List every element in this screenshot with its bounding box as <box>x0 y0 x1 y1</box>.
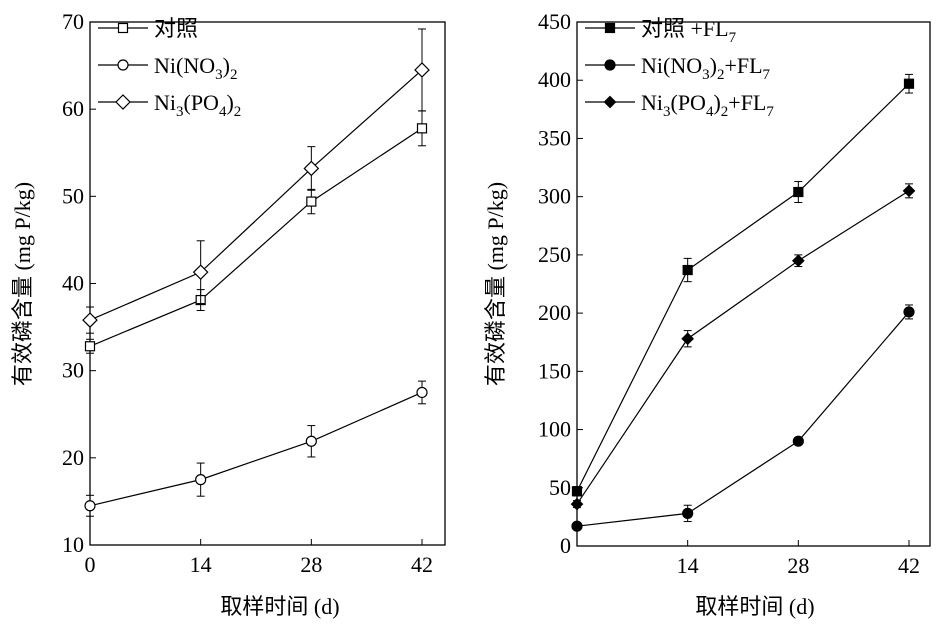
y-tick-label: 150 <box>538 358 571 383</box>
data-point <box>903 306 915 318</box>
x-tick-label: 42 <box>411 552 433 577</box>
y-tick-label: 40 <box>62 271 84 296</box>
left-y-axis-label: 有效磷含量 (mg P/kg) <box>10 182 35 386</box>
data-point <box>414 62 430 78</box>
x-tick-label: 0 <box>85 552 96 577</box>
series-line <box>576 190 910 505</box>
x-tick-label: 14 <box>190 552 212 577</box>
legend-label: 对照 +FL7 <box>641 16 737 46</box>
data-point <box>192 264 209 281</box>
data-point <box>305 435 317 447</box>
y-tick-label: 300 <box>538 184 571 209</box>
data-point <box>793 186 804 198</box>
x-tick-label: 28 <box>300 552 322 577</box>
y-tick-label: 20 <box>62 445 84 470</box>
legend-label: Ni3(PO4)2+FL7 <box>641 90 774 120</box>
y-tick-label: 60 <box>62 96 84 121</box>
data-point <box>416 123 428 134</box>
data-point <box>570 497 584 511</box>
y-tick-label: 250 <box>538 242 571 267</box>
y-tick-label: 10 <box>62 532 84 557</box>
data-point <box>84 341 96 352</box>
legend-marker <box>603 95 617 109</box>
series-line <box>89 391 423 507</box>
data-point <box>903 78 915 89</box>
data-point <box>84 500 96 512</box>
x-tick-label: 28 <box>787 553 809 578</box>
series-line <box>576 311 910 527</box>
plot-frame <box>89 21 446 546</box>
right-x-axis-label: 取样时间 (d) <box>695 594 814 619</box>
x-tick-label: 42 <box>898 553 920 578</box>
data-point <box>682 264 693 276</box>
data-point <box>82 312 98 328</box>
x-tick-label: 14 <box>677 553 699 578</box>
y-tick-label: 350 <box>538 125 571 150</box>
legend-marker <box>117 22 129 34</box>
legend-marker <box>117 59 129 71</box>
y-tick-label: 70 <box>62 9 84 34</box>
legend-label: Ni(NO3)2 <box>154 53 237 83</box>
legend-label: Ni3(PO4)2 <box>154 90 241 120</box>
data-point <box>303 160 320 177</box>
y-tick-label: 30 <box>62 358 84 383</box>
y-tick-label: 100 <box>538 417 571 442</box>
data-point <box>416 386 428 399</box>
y-tick-label: 0 <box>560 533 571 558</box>
y-tick-label: 50 <box>549 475 571 500</box>
left-x-axis-label: 取样时间 (d) <box>220 594 339 619</box>
legend-label: Ni(NO3)2+FL7 <box>641 53 771 83</box>
series-line <box>89 127 423 347</box>
legend-marker <box>604 22 616 34</box>
data-point <box>306 196 317 207</box>
right-y-axis-label: 有效磷含量 (mg P/kg) <box>483 182 508 386</box>
right-panel: 0 50 100 150 200 250 300 350 400 450 14 28 42 对照 +FL7… <box>538 9 931 578</box>
legend-label: 对照 <box>154 16 198 41</box>
left-panel: 10 20 30 40 50 60 70 0 14 28 42 对照 Ni(NO3)2 Ni3(PO4)2 <box>62 9 446 577</box>
data-point <box>571 520 583 532</box>
y-tick-label: 450 <box>538 9 571 34</box>
data-point <box>682 507 694 519</box>
legend-marker <box>604 59 616 71</box>
y-tick-label: 400 <box>538 67 571 92</box>
legend-marker <box>115 94 131 110</box>
y-tick-label: 50 <box>62 183 84 208</box>
data-point <box>195 474 207 486</box>
plot-frame <box>576 21 931 547</box>
data-point <box>902 184 916 198</box>
data-point <box>571 486 583 497</box>
y-tick-label: 200 <box>538 300 571 325</box>
data-point <box>791 254 805 268</box>
series-line <box>89 69 423 321</box>
data-point <box>681 332 695 346</box>
data-point <box>792 435 804 447</box>
series-line <box>576 83 910 492</box>
